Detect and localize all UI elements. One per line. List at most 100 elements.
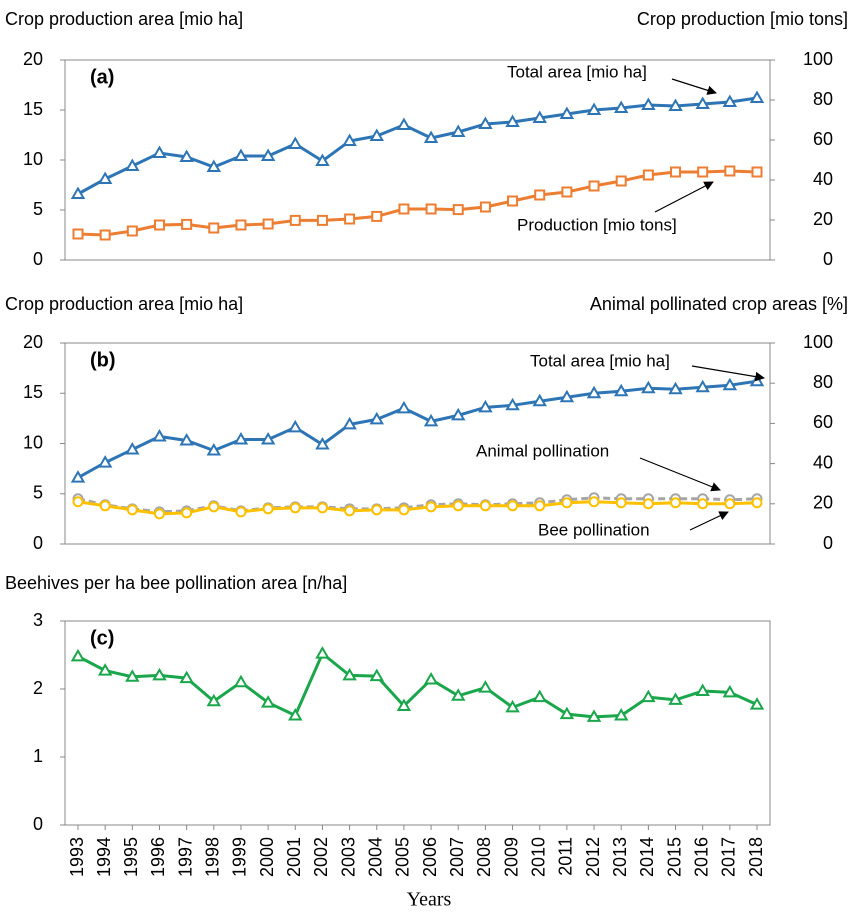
marker <box>451 124 466 137</box>
y-tick-label: 20 <box>23 49 43 69</box>
marker <box>586 102 602 115</box>
marker <box>722 684 738 698</box>
x-tick-label: 2002 <box>311 837 331 877</box>
marker <box>695 683 710 697</box>
y-tick-label: 5 <box>33 199 43 219</box>
y-tick-label: 1 <box>33 746 43 766</box>
x-tick-label: 2007 <box>447 837 467 877</box>
marker <box>181 218 193 230</box>
y2-tick-label: 100 <box>803 332 833 352</box>
marker <box>559 389 575 403</box>
marker <box>613 383 629 397</box>
series <box>72 165 763 241</box>
marker <box>342 667 357 681</box>
series-line <box>77 651 758 719</box>
marker <box>695 96 710 109</box>
marker <box>371 210 383 222</box>
marker <box>72 496 84 508</box>
marker <box>233 674 249 688</box>
marker <box>125 158 140 171</box>
panel-label: (c) <box>90 627 114 649</box>
marker <box>478 680 493 693</box>
marker <box>641 689 656 703</box>
annotation-arrow <box>671 78 717 95</box>
annotation: Total area [mio ha] <box>507 62 647 81</box>
x-tick-label: 2009 <box>501 837 521 877</box>
marker <box>670 166 682 178</box>
marker <box>316 502 328 514</box>
series-line <box>77 96 758 196</box>
marker <box>478 116 493 129</box>
marker <box>289 214 301 226</box>
y-tick-label: 0 <box>33 533 43 553</box>
marker <box>697 166 709 178</box>
x-tick-label: 1995 <box>121 837 141 877</box>
marker <box>452 204 464 216</box>
marker <box>559 106 575 119</box>
marker <box>423 413 439 427</box>
marker <box>235 506 247 518</box>
marker <box>262 218 274 230</box>
marker <box>369 668 384 682</box>
marker <box>532 689 547 703</box>
x-tick-label: 1994 <box>94 837 114 877</box>
marker <box>479 201 491 213</box>
marker <box>288 136 303 149</box>
marker <box>342 133 357 146</box>
marker <box>262 503 274 515</box>
marker <box>315 646 330 659</box>
marker <box>559 706 575 720</box>
marker <box>505 114 520 127</box>
panel-label: (b) <box>90 349 116 371</box>
marker <box>561 186 573 198</box>
panel-label: (a) <box>90 66 114 88</box>
marker <box>70 470 86 483</box>
series-line <box>77 500 758 516</box>
plot-frame <box>64 620 771 826</box>
y2-tick-label: 60 <box>813 412 833 432</box>
x-tick-label: 2018 <box>746 837 766 877</box>
marker <box>534 189 546 201</box>
y-tick-label: 2 <box>33 678 43 698</box>
series <box>70 646 765 722</box>
x-tick-label: 1993 <box>67 837 87 877</box>
marker <box>70 186 86 199</box>
annotation: Production [mio tons] <box>517 215 677 234</box>
marker <box>99 229 111 241</box>
marker <box>260 148 276 161</box>
marker <box>507 500 519 512</box>
y-tick-label: 15 <box>23 99 43 119</box>
x-tick-label: 2015 <box>664 837 684 877</box>
y-tick-label: 5 <box>33 483 43 503</box>
x-tick-label: 2005 <box>393 837 413 877</box>
marker <box>425 203 437 215</box>
y-tick-label: 3 <box>33 610 43 630</box>
marker <box>396 117 412 130</box>
marker <box>724 498 736 510</box>
marker <box>344 505 356 517</box>
marker <box>532 110 547 123</box>
marker <box>641 97 656 110</box>
marker <box>206 443 222 456</box>
marker <box>668 381 683 395</box>
marker <box>751 166 763 178</box>
x-axis-title: Years <box>407 889 452 911</box>
marker <box>749 697 765 710</box>
marker <box>751 497 763 509</box>
marker <box>97 455 113 468</box>
y-tick-label: 10 <box>23 432 43 452</box>
annotation: Total area [mio ha] <box>530 351 670 370</box>
marker <box>507 195 519 207</box>
marker <box>208 501 220 513</box>
y2-tick-label: 20 <box>813 209 833 229</box>
x-tick-label: 1998 <box>203 837 223 877</box>
marker <box>532 393 547 407</box>
marker <box>369 411 384 425</box>
marker <box>641 380 656 394</box>
marker <box>235 219 247 231</box>
x-tick-label: 2013 <box>610 837 630 877</box>
annotation: Animal pollination <box>476 441 609 460</box>
x-tick-label: 2017 <box>719 837 739 877</box>
